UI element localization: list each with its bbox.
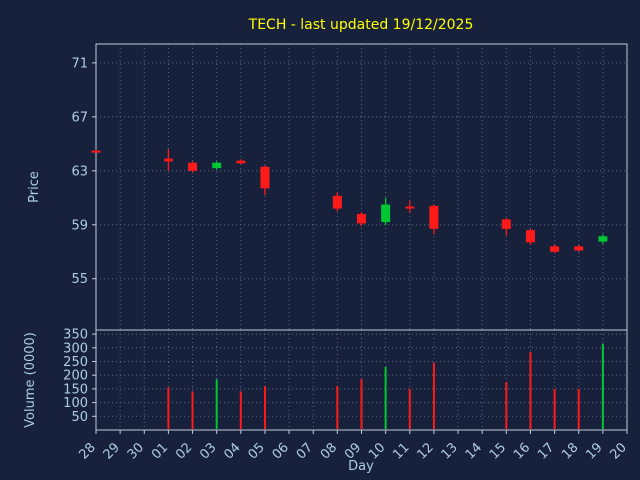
svg-text:67: 67	[71, 110, 88, 125]
svg-text:28: 28	[77, 440, 99, 462]
svg-text:50: 50	[71, 410, 88, 425]
svg-text:350: 350	[63, 328, 88, 343]
svg-text:200: 200	[63, 369, 88, 384]
svg-text:150: 150	[63, 382, 88, 397]
svg-text:29: 29	[101, 440, 123, 462]
svg-text:100: 100	[63, 396, 88, 411]
svg-text:06: 06	[270, 440, 292, 462]
svg-text:17: 17	[535, 440, 557, 462]
svg-text:14: 14	[463, 440, 485, 462]
svg-text:08: 08	[318, 440, 340, 462]
candlesticks	[91, 149, 608, 254]
svg-text:02: 02	[173, 440, 195, 462]
svg-text:12: 12	[414, 440, 436, 462]
svg-text:300: 300	[63, 341, 88, 356]
svg-text:11: 11	[390, 440, 412, 462]
x-axis-label: Day	[348, 459, 374, 474]
svg-text:18: 18	[559, 440, 581, 462]
price-axis-label: Price	[27, 171, 42, 203]
chart-title: TECH - last updated 19/12/2025	[248, 17, 474, 33]
svg-text:13: 13	[439, 440, 461, 462]
svg-text:55: 55	[71, 272, 88, 287]
svg-text:19: 19	[583, 440, 605, 462]
svg-text:250: 250	[63, 355, 88, 370]
volume-axis-label: Volume (0000)	[23, 332, 38, 428]
svg-text:15: 15	[487, 440, 509, 462]
volume-bars	[167, 343, 604, 429]
svg-text:03: 03	[197, 440, 219, 462]
svg-text:30: 30	[125, 440, 147, 462]
svg-text:07: 07	[294, 440, 316, 462]
svg-text:20: 20	[608, 440, 630, 462]
grid-lines	[95, 44, 628, 430]
svg-text:04: 04	[221, 440, 243, 462]
svg-text:01: 01	[149, 440, 171, 462]
svg-text:71: 71	[71, 56, 88, 71]
svg-text:05: 05	[245, 440, 267, 462]
svg-text:63: 63	[71, 164, 88, 179]
svg-text:16: 16	[511, 440, 533, 462]
svg-text:59: 59	[71, 218, 88, 233]
